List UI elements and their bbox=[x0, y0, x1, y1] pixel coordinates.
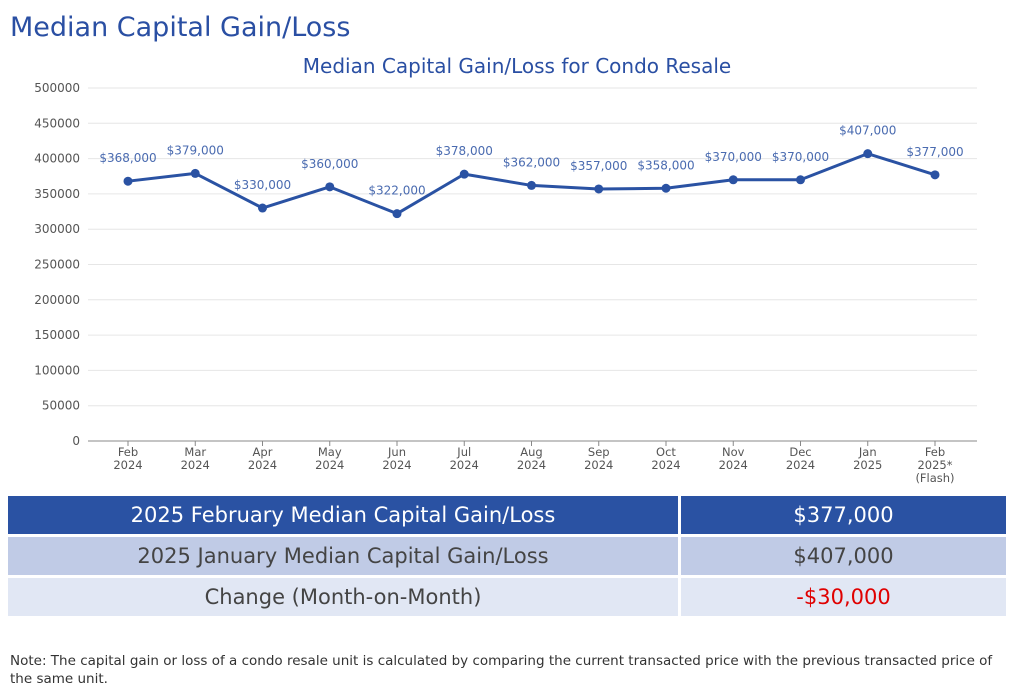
summary-label: Change (Month-on-Month) bbox=[8, 578, 681, 616]
y-tick-label: 150000 bbox=[34, 328, 80, 342]
summary-row-change: Change (Month-on-Month) -$30,000 bbox=[8, 578, 1006, 616]
x-tick-label: Dec 2024 bbox=[786, 445, 815, 472]
data-label: $378,000 bbox=[436, 144, 493, 158]
summary-value: $407,000 bbox=[681, 537, 1006, 575]
data-label: $368,000 bbox=[99, 151, 156, 165]
data-point bbox=[527, 180, 536, 190]
y-tick-label: 500000 bbox=[34, 81, 80, 95]
x-tick-label-line: 2024 bbox=[584, 458, 613, 472]
x-tick-label-line: 2024 bbox=[382, 458, 411, 472]
data-point bbox=[863, 149, 873, 159]
chart-title: Median Capital Gain/Loss for Condo Resal… bbox=[303, 54, 731, 78]
x-tick-label: Feb 2024 bbox=[113, 445, 142, 472]
data-point bbox=[258, 203, 267, 213]
y-tick-label: 200000 bbox=[34, 293, 80, 307]
x-tick-label: Feb 2025* (Flash) bbox=[915, 445, 954, 485]
data-label: $370,000 bbox=[705, 150, 762, 164]
data-label: $358,000 bbox=[637, 158, 694, 172]
data-point bbox=[594, 184, 604, 194]
x-tick-label-line: 2024 bbox=[651, 458, 680, 472]
data-label: $377,000 bbox=[906, 145, 963, 159]
summary-label: 2025 February Median Capital Gain/Loss bbox=[8, 496, 681, 534]
x-tick-label-line: Nov bbox=[722, 445, 745, 459]
x-tick-label: May 2024 bbox=[315, 445, 344, 472]
x-tick-label-line: 2024 bbox=[786, 458, 815, 472]
x-tick-label: Jun 2024 bbox=[382, 445, 411, 472]
summary-value: $377,000 bbox=[681, 496, 1006, 534]
x-tick-label: Sep 2024 bbox=[584, 445, 613, 472]
line-chart: Median Capital Gain/Loss for Condo Resal… bbox=[34, 54, 977, 485]
data-point bbox=[123, 176, 133, 186]
footnote: Note: The capital gain or loss of a cond… bbox=[10, 653, 993, 687]
x-tick-label-line: Apr bbox=[253, 445, 273, 459]
data-point bbox=[190, 168, 200, 178]
data-label: $407,000 bbox=[839, 124, 896, 138]
y-tick-label: 450000 bbox=[34, 116, 80, 130]
series: $368,000 $379,000 $330,000 $360,000 $322,000… bbox=[99, 124, 964, 219]
data-point bbox=[930, 170, 940, 180]
x-tick-label: Jul 2024 bbox=[450, 445, 479, 472]
data-point bbox=[325, 182, 335, 192]
page-title: Median Capital Gain/Loss bbox=[10, 12, 351, 43]
x-tick-label-line: Oct bbox=[656, 445, 676, 459]
x-tick-label: Apr 2024 bbox=[248, 445, 277, 472]
y-tick-label: 50000 bbox=[42, 399, 80, 413]
x-tick-label-line: 2024 bbox=[315, 458, 344, 472]
y-tick-label: 300000 bbox=[34, 222, 80, 236]
x-tick-label-line: 2024 bbox=[450, 458, 479, 472]
x-tick-label: Aug 2024 bbox=[517, 445, 546, 472]
summary-table: 2025 February Median Capital Gain/Loss $… bbox=[8, 493, 1006, 619]
data-point bbox=[392, 209, 402, 219]
data-point bbox=[728, 175, 738, 185]
data-label: $360,000 bbox=[301, 157, 358, 171]
x-tick-label: Mar 2024 bbox=[181, 445, 210, 472]
x-tick-label-line: 2024 bbox=[719, 458, 748, 472]
x-tick-label-line: 2024 bbox=[517, 458, 546, 472]
y-tick-label: 350000 bbox=[34, 187, 80, 201]
summary-row-current: 2025 February Median Capital Gain/Loss $… bbox=[8, 496, 1006, 534]
data-point bbox=[796, 175, 805, 185]
y-tick-label: 100000 bbox=[34, 363, 80, 377]
data-label: $330,000 bbox=[234, 178, 291, 192]
data-label: $362,000 bbox=[503, 155, 560, 169]
x-tick-label-line: 2024 bbox=[113, 458, 142, 472]
axes: 0 50000 100000 150000 200000 250000 300000 3500… bbox=[34, 81, 977, 485]
x-tick-label-line: 2025 bbox=[853, 458, 882, 472]
data-label: $379,000 bbox=[167, 143, 224, 157]
x-tick-label-line: (Flash) bbox=[915, 471, 954, 485]
x-tick-label-line: Jul bbox=[456, 445, 471, 459]
x-tick-label-line: Feb bbox=[118, 445, 138, 459]
data-point bbox=[459, 169, 469, 179]
x-tick-label: Nov 2024 bbox=[719, 445, 748, 472]
x-tick-label-line: Sep bbox=[588, 445, 610, 459]
x-tick-label-line: Jan bbox=[858, 445, 877, 459]
x-tick-label-line: Mar bbox=[184, 445, 206, 459]
x-tick-label-line: Aug bbox=[520, 445, 542, 459]
summary-value: -$30,000 bbox=[681, 578, 1006, 616]
x-tick-label: Oct 2024 bbox=[651, 445, 680, 472]
y-tick-label: 250000 bbox=[34, 258, 80, 272]
x-tick-label: Jan 2025 bbox=[853, 445, 882, 472]
summary-row-previous: 2025 January Median Capital Gain/Loss $4… bbox=[8, 537, 1006, 575]
x-tick-label-line: 2024 bbox=[181, 458, 210, 472]
data-label: $370,000 bbox=[772, 150, 829, 164]
x-tick-label-line: Jun bbox=[387, 445, 406, 459]
x-tick-label-line: May bbox=[318, 445, 342, 459]
x-tick-label-line: 2025* bbox=[917, 458, 952, 472]
x-tick-label-line: 2024 bbox=[248, 458, 277, 472]
y-tick-label: 0 bbox=[72, 434, 80, 448]
y-tick-label: 400000 bbox=[34, 152, 80, 166]
data-label: $322,000 bbox=[368, 184, 425, 198]
x-tick-label-line: Feb bbox=[925, 445, 945, 459]
data-label: $357,000 bbox=[570, 159, 627, 173]
data-point bbox=[661, 183, 671, 193]
x-tick-label-line: Dec bbox=[789, 445, 811, 459]
summary-label: 2025 January Median Capital Gain/Loss bbox=[8, 537, 681, 575]
